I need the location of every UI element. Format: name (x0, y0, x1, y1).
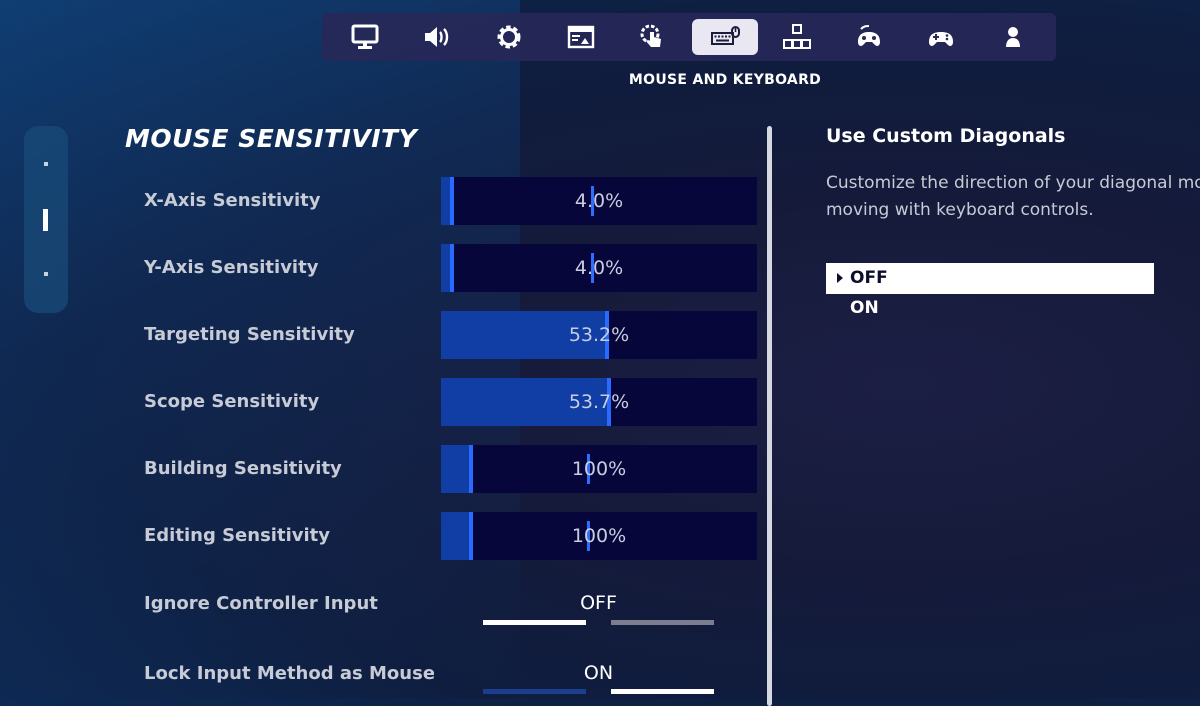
toggle-segment-off[interactable] (483, 689, 586, 694)
keybinds-icon (783, 24, 811, 49)
settings-tab-bar (322, 13, 1056, 61)
tab-mouse-keyboard[interactable] (692, 19, 758, 55)
slider-value: 100% (571, 458, 627, 480)
detail-description-line: moving with keyboard controls. (826, 200, 1094, 220)
display-settings-icon (567, 25, 595, 49)
pager-active-indicator (43, 209, 48, 231)
detail-title: Use Custom Diagonals (826, 125, 1066, 147)
slider-value: 53.7% (568, 391, 630, 413)
tab-touch[interactable] (620, 19, 686, 55)
speaker-icon (425, 27, 449, 47)
x-axis-sensitivity-slider[interactable]: 4.0% (441, 177, 757, 225)
tab-account[interactable] (980, 19, 1046, 55)
gear-icon (497, 25, 521, 49)
tab-video[interactable] (332, 19, 398, 55)
panel-scrollbar[interactable] (767, 126, 772, 706)
option-on[interactable]: ON (826, 293, 1154, 324)
toggle-segment-off[interactable] (483, 620, 586, 625)
tab-wireless-controller[interactable] (836, 19, 902, 55)
section-title: MOUSE SENSITIVITY (125, 124, 418, 153)
tab-display[interactable] (548, 19, 614, 55)
slider-default-marker (587, 454, 590, 484)
building-sensitivity-slider[interactable]: 100% (441, 445, 757, 493)
ignore-controller-input-value[interactable]: OFF (580, 592, 617, 614)
slider-default-marker (591, 253, 594, 283)
slider-handle[interactable] (469, 445, 473, 493)
ignore-controller-input-label: Ignore Controller Input (144, 593, 378, 614)
caret-right-icon (837, 273, 843, 283)
slider-handle[interactable] (605, 311, 609, 359)
pager-dot[interactable] (44, 162, 48, 166)
y-axis-sensitivity-label: Y-Axis Sensitivity (144, 257, 319, 278)
targeting-sensitivity-slider[interactable]: 53.2% (441, 311, 757, 359)
scope-sensitivity-label: Scope Sensitivity (144, 391, 320, 412)
lock-input-method-label: Lock Input Method as Mouse (144, 663, 434, 684)
controller-wireless-icon (858, 25, 880, 46)
scope-sensitivity-slider[interactable]: 53.7% (441, 378, 757, 426)
editing-sensitivity-label: Editing Sensitivity (144, 525, 330, 546)
building-sensitivity-label: Building Sensitivity (144, 458, 342, 479)
slider-fill (441, 378, 611, 426)
y-axis-sensitivity-slider[interactable]: 4.0% (441, 244, 757, 292)
option-off[interactable]: OFF (826, 263, 1154, 294)
detail-description: Customize the direction of your diagonal… (826, 170, 1200, 224)
toggle-segment-on[interactable] (611, 689, 714, 694)
targeting-sensitivity-label: Targeting Sensitivity (144, 324, 355, 345)
slider-handle[interactable] (469, 512, 473, 560)
pager-dot[interactable] (44, 272, 48, 276)
editing-sensitivity-slider[interactable]: 100% (441, 512, 757, 560)
section-pager[interactable] (24, 126, 68, 313)
slider-fill (441, 311, 609, 359)
slider-handle[interactable] (450, 244, 454, 292)
detail-description-line: Customize the direction of your diagonal… (826, 173, 1200, 193)
slider-fill (441, 445, 473, 493)
x-axis-sensitivity-label: X-Axis Sensitivity (144, 190, 321, 211)
slider-value: 4.0% (574, 190, 624, 212)
slider-default-marker (587, 521, 590, 551)
slider-handle[interactable] (607, 378, 611, 426)
touch-icon (640, 24, 661, 47)
slider-value: 4.0% (574, 257, 624, 279)
tab-controller[interactable] (908, 19, 974, 55)
monitor-icon (351, 24, 379, 49)
tab-keybinds[interactable] (764, 19, 830, 55)
active-tab-caption: MOUSE AND KEYBOARD (628, 72, 822, 88)
slider-value: 100% (571, 525, 627, 547)
keyboard-mouse-icon (711, 26, 740, 45)
slider-value: 53.2% (568, 324, 630, 346)
option-label: OFF (850, 268, 888, 288)
tab-audio[interactable] (404, 19, 470, 55)
lock-input-method-value[interactable]: ON (583, 662, 614, 684)
account-icon (1006, 27, 1020, 47)
slider-fill (441, 512, 473, 560)
slider-handle[interactable] (450, 177, 454, 225)
option-label: ON (850, 298, 879, 318)
slider-default-marker (591, 186, 594, 216)
tab-game[interactable] (476, 19, 542, 55)
toggle-segment-on[interactable] (611, 620, 714, 625)
gamepad-icon (929, 32, 953, 46)
